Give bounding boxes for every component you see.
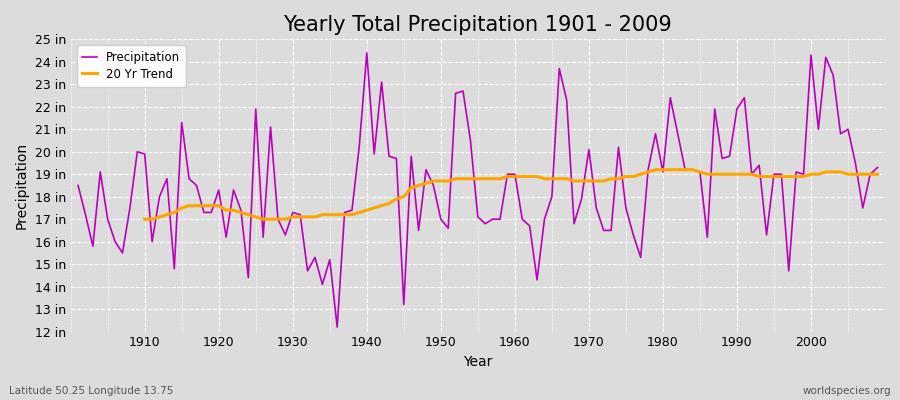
Text: worldspecies.org: worldspecies.org	[803, 386, 891, 396]
Precipitation	[295, 212, 306, 217]
20 Yr Trend	[310, 214, 320, 219]
Precipitation	[517, 217, 527, 222]
Precipitation	[362, 50, 373, 55]
20 Yr Trend	[650, 167, 661, 172]
20 Yr Trend	[517, 174, 527, 179]
X-axis label: Year: Year	[464, 355, 492, 369]
Precipitation	[132, 149, 143, 154]
Text: Latitude 50.25 Longitude 13.75: Latitude 50.25 Longitude 13.75	[9, 386, 174, 396]
20 Yr Trend	[821, 170, 832, 174]
Precipitation	[332, 325, 343, 330]
20 Yr Trend	[140, 217, 150, 222]
Precipitation	[613, 145, 624, 150]
Precipitation	[872, 165, 883, 170]
Precipitation	[73, 183, 84, 188]
Line: Precipitation: Precipitation	[78, 53, 878, 327]
Precipitation	[525, 224, 535, 228]
20 Yr Trend	[872, 172, 883, 177]
20 Yr Trend	[576, 178, 587, 183]
20 Yr Trend	[280, 217, 291, 222]
Legend: Precipitation, 20 Yr Trend: Precipitation, 20 Yr Trend	[76, 45, 186, 86]
Line: 20 Yr Trend: 20 Yr Trend	[145, 170, 877, 219]
20 Yr Trend	[842, 172, 853, 177]
Title: Yearly Total Precipitation 1901 - 2009: Yearly Total Precipitation 1901 - 2009	[284, 15, 672, 35]
Precipitation	[346, 208, 357, 212]
Y-axis label: Precipitation: Precipitation	[15, 142, 29, 229]
